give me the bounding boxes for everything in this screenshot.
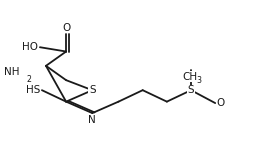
Text: S: S [188,85,194,95]
Text: NH: NH [4,67,20,77]
Text: HO: HO [22,42,38,52]
Text: S: S [89,85,95,95]
Text: O: O [216,98,224,108]
Text: 3: 3 [196,76,201,85]
Text: N: N [89,114,96,125]
Text: CH: CH [182,72,198,82]
Text: 2: 2 [26,75,31,84]
Text: HS: HS [26,85,40,95]
Text: O: O [62,23,70,33]
